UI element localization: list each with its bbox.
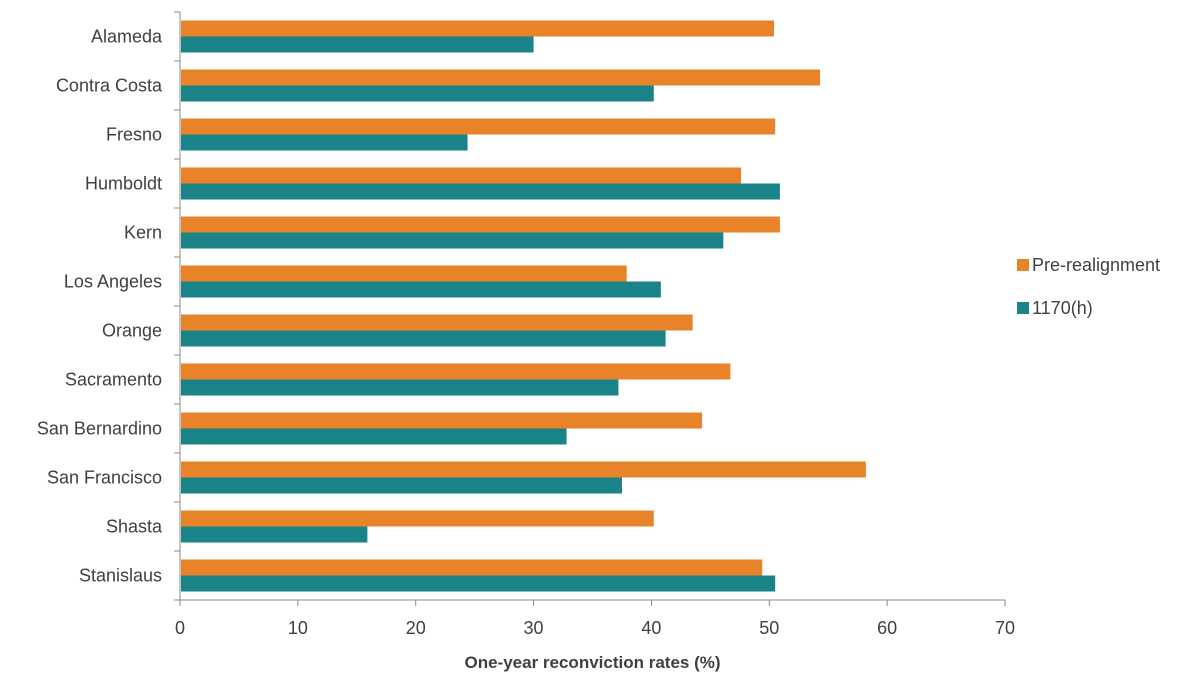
category-label: Orange [102,321,162,341]
bar-pre-realignment [181,461,866,478]
bar-1170h [181,330,666,347]
x-tick-label: 10 [288,618,308,638]
category-label: Fresno [106,125,162,145]
bar-pre-realignment [181,216,780,233]
category-label: San Bernardino [37,419,162,439]
bar-1170h [181,526,368,543]
x-tick-labels: 0 10 20 30 40 50 60 70 [175,618,1015,638]
category-label: Los Angeles [64,272,162,292]
legend: Pre-realignment 1170(h) [1017,255,1160,318]
category-label: Sacramento [65,370,162,390]
category-label: Humboldt [85,174,162,194]
bar-pre-realignment [181,412,703,429]
category-label: Stanislaus [79,566,162,586]
bar-1170h [181,183,780,200]
bar-1170h [181,134,468,151]
bar-1170h [181,428,567,445]
bar-1170h [181,477,622,494]
bar-pre-realignment [181,265,627,282]
x-tick-label: 20 [406,618,426,638]
bar-pre-realignment [181,167,741,184]
bar-pre-realignment [181,20,774,37]
category-label: Alameda [91,27,163,47]
bars [181,20,866,592]
legend-swatch [1017,259,1029,271]
x-tick-label: 60 [877,618,897,638]
x-tick-label: 70 [995,618,1015,638]
axes [174,11,1006,606]
category-label: San Francisco [47,468,162,488]
bar-pre-realignment [181,314,693,331]
bar-pre-realignment [181,510,654,527]
bar-pre-realignment [181,69,820,86]
bar-1170h [181,575,776,592]
legend-swatch [1017,302,1029,314]
x-tick-label: 40 [641,618,661,638]
bar-1170h [181,85,654,102]
x-tick-label: 30 [524,618,544,638]
bar-pre-realignment [181,118,776,135]
x-tick-label: 0 [175,618,185,638]
bar-pre-realignment [181,363,731,380]
bar-1170h [181,281,661,298]
legend-label: Pre-realignment [1032,255,1160,275]
category-label: Shasta [106,517,163,537]
category-labels: Alameda Contra Costa Fresno Humboldt Kern Los… [37,27,163,586]
category-label: Contra Costa [56,76,163,96]
x-axis-title: One-year reconviction rates (%) [464,653,720,672]
legend-label: 1170(h) [1032,298,1093,318]
bar-1170h [181,232,724,249]
bar-1170h [181,379,619,396]
bar-pre-realignment [181,559,763,576]
x-tick-label: 50 [759,618,779,638]
bar-1170h [181,36,534,53]
category-label: Kern [124,223,162,243]
